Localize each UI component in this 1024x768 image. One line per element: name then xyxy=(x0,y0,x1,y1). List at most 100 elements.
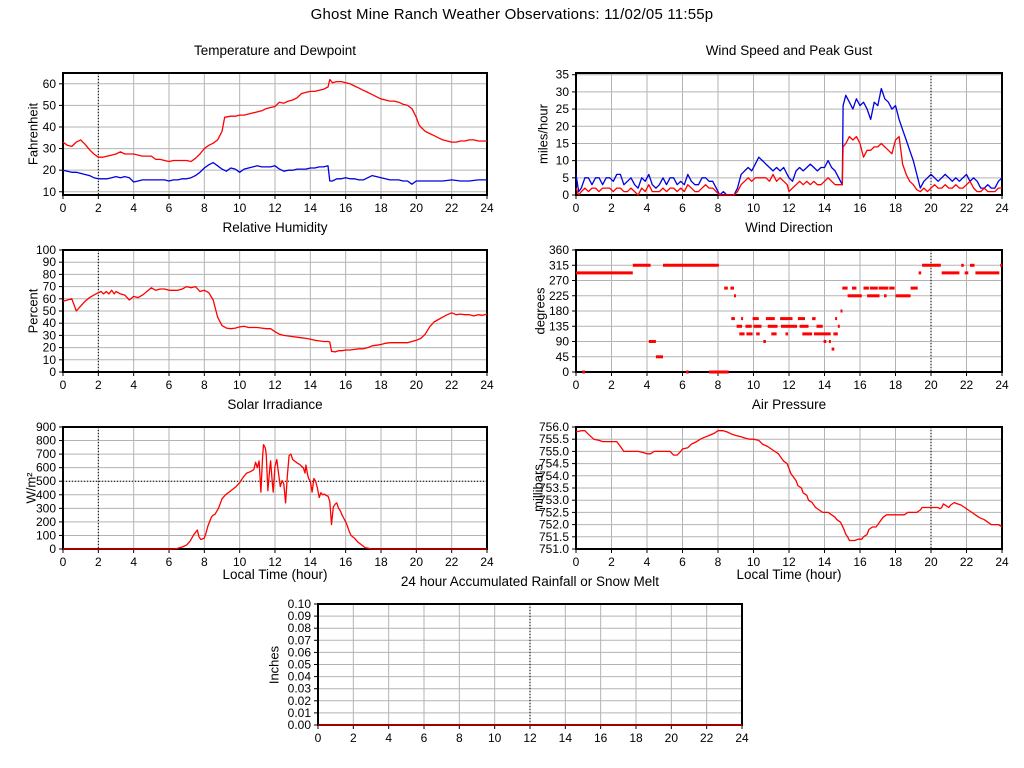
svg-text:6: 6 xyxy=(421,731,428,745)
svg-text:22: 22 xyxy=(445,201,459,215)
svg-text:90: 90 xyxy=(43,255,57,269)
svg-text:14: 14 xyxy=(304,555,318,569)
chart-air-pressure: Air Pressure millibars 0 2 4 6 8 10 12 14 16 18 20… xyxy=(521,397,1018,597)
dewpoint-line xyxy=(62,161,487,185)
svg-text:14: 14 xyxy=(304,201,318,215)
svg-text:225: 225 xyxy=(549,289,569,303)
svg-text:18: 18 xyxy=(629,731,643,745)
svg-text:20: 20 xyxy=(43,163,57,177)
svg-text:12: 12 xyxy=(782,378,796,392)
solar-irradiance-plot: 0 2 4 6 8 10 12 14 16 18 20 22 240100200300400500600… xyxy=(36,420,494,569)
svg-text:12: 12 xyxy=(782,555,796,569)
svg-text:70: 70 xyxy=(43,280,57,294)
svg-text:0: 0 xyxy=(573,201,580,215)
svg-text:0: 0 xyxy=(49,365,56,379)
svg-text:6: 6 xyxy=(679,555,686,569)
svg-text:315: 315 xyxy=(549,258,569,272)
svg-text:20: 20 xyxy=(556,119,570,133)
svg-text:500: 500 xyxy=(36,474,56,488)
svg-text:10: 10 xyxy=(747,201,761,215)
svg-text:6: 6 xyxy=(166,201,173,215)
svg-text:10: 10 xyxy=(43,353,57,367)
svg-text:270: 270 xyxy=(549,274,569,288)
svg-text:10: 10 xyxy=(556,154,570,168)
svg-text:135: 135 xyxy=(549,319,569,333)
svg-text:50: 50 xyxy=(43,304,57,318)
chart-title: Wind Direction xyxy=(745,220,833,235)
svg-text:0.09: 0.09 xyxy=(288,609,312,623)
svg-text:12: 12 xyxy=(268,378,282,392)
svg-text:2: 2 xyxy=(95,378,102,392)
svg-text:4: 4 xyxy=(644,555,651,569)
svg-text:45: 45 xyxy=(556,350,570,364)
svg-text:0.00: 0.00 xyxy=(288,718,312,732)
svg-text:25: 25 xyxy=(556,102,570,116)
svg-text:300: 300 xyxy=(36,501,56,515)
svg-text:0.02: 0.02 xyxy=(288,694,312,708)
svg-text:753.5: 753.5 xyxy=(539,481,569,495)
svg-text:20: 20 xyxy=(43,341,57,355)
svg-text:40: 40 xyxy=(43,120,57,134)
svg-text:12: 12 xyxy=(782,201,796,215)
svg-text:20: 20 xyxy=(410,555,424,569)
svg-text:4: 4 xyxy=(385,731,392,745)
svg-text:60: 60 xyxy=(43,77,57,91)
svg-text:600: 600 xyxy=(36,461,56,475)
svg-text:2: 2 xyxy=(608,201,615,215)
svg-text:0: 0 xyxy=(49,542,56,556)
svg-text:12: 12 xyxy=(268,201,282,215)
svg-text:2: 2 xyxy=(608,555,615,569)
svg-text:10: 10 xyxy=(233,378,247,392)
chart-title: Wind Speed and Peak Gust xyxy=(705,43,873,58)
svg-text:10: 10 xyxy=(233,555,247,569)
chart-title: Solar Irradiance xyxy=(227,397,323,412)
svg-text:0.03: 0.03 xyxy=(288,682,312,696)
svg-text:180: 180 xyxy=(549,304,569,318)
svg-text:35: 35 xyxy=(556,68,570,82)
svg-text:16: 16 xyxy=(339,201,353,215)
svg-text:8: 8 xyxy=(715,555,722,569)
svg-text:10: 10 xyxy=(43,185,57,199)
svg-text:16: 16 xyxy=(853,555,867,569)
svg-text:0.10: 0.10 xyxy=(288,597,312,611)
svg-text:0: 0 xyxy=(60,201,67,215)
svg-text:18: 18 xyxy=(889,378,903,392)
svg-text:10: 10 xyxy=(233,201,247,215)
svg-text:4: 4 xyxy=(130,378,137,392)
x-axis-label: Local Time (hour) xyxy=(222,567,328,582)
svg-text:2: 2 xyxy=(95,555,102,569)
svg-text:360: 360 xyxy=(549,243,569,257)
svg-text:8: 8 xyxy=(201,378,208,392)
chart-solar-irradiance: Solar Irradiance W/m² 0 2 4 6 8 10 12 14 16 18 20 2… xyxy=(8,397,503,597)
svg-text:4: 4 xyxy=(130,201,137,215)
svg-text:18: 18 xyxy=(374,555,388,569)
svg-text:16: 16 xyxy=(339,378,353,392)
svg-text:10: 10 xyxy=(747,378,761,392)
svg-text:4: 4 xyxy=(644,378,651,392)
svg-text:0.05: 0.05 xyxy=(288,658,312,672)
svg-text:0.01: 0.01 xyxy=(288,706,312,720)
svg-text:755.5: 755.5 xyxy=(539,432,569,446)
svg-text:22: 22 xyxy=(960,555,974,569)
svg-text:0.08: 0.08 xyxy=(288,621,312,635)
svg-text:18: 18 xyxy=(374,378,388,392)
svg-text:4: 4 xyxy=(130,555,137,569)
svg-text:16: 16 xyxy=(853,201,867,215)
wind-direction-segments xyxy=(576,263,1003,374)
svg-text:900: 900 xyxy=(36,420,56,434)
svg-text:16: 16 xyxy=(594,731,608,745)
svg-text:2: 2 xyxy=(350,731,357,745)
svg-text:24: 24 xyxy=(480,201,494,215)
svg-text:754.5: 754.5 xyxy=(539,457,569,471)
svg-text:8: 8 xyxy=(201,201,208,215)
svg-text:100: 100 xyxy=(36,528,56,542)
svg-text:0: 0 xyxy=(60,378,67,392)
svg-text:18: 18 xyxy=(374,201,388,215)
svg-text:751.5: 751.5 xyxy=(539,530,569,544)
svg-text:14: 14 xyxy=(304,378,318,392)
svg-text:752.0: 752.0 xyxy=(539,518,569,532)
svg-text:20: 20 xyxy=(924,201,938,215)
svg-text:24: 24 xyxy=(995,378,1009,392)
